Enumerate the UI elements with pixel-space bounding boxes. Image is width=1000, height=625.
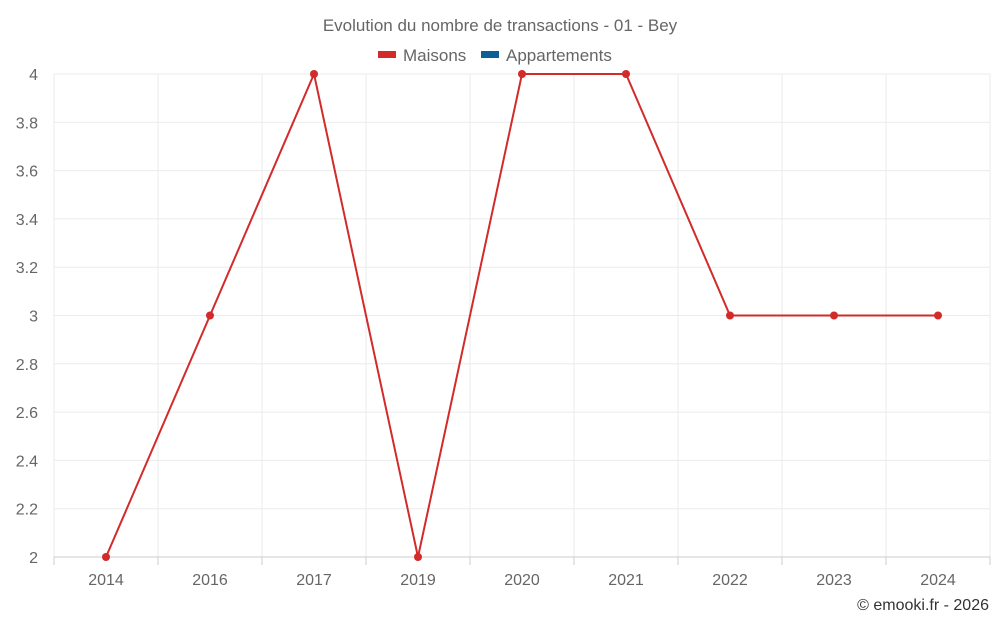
- x-tick-label: 2017: [296, 572, 332, 589]
- legend-label-appartements: Appartements: [506, 46, 612, 65]
- data-point[interactable]: [622, 70, 630, 78]
- y-tick-label: 3: [29, 309, 38, 326]
- data-point[interactable]: [518, 70, 526, 78]
- y-tick-label: 2.6: [16, 405, 38, 422]
- data-point[interactable]: [206, 311, 214, 320]
- legend: Maisons Appartements: [378, 46, 612, 65]
- credit-text: © emooki.fr - 2026: [857, 597, 989, 614]
- y-tick-label: 4: [29, 67, 38, 84]
- y-tick-label: 3.6: [16, 164, 38, 181]
- data-point[interactable]: [726, 311, 734, 320]
- legend-label-maisons: Maisons: [403, 46, 466, 65]
- chart-title: Evolution du nombre de transactions - 01…: [323, 16, 678, 35]
- x-tick-label: 2020: [504, 572, 540, 589]
- data-point[interactable]: [934, 311, 942, 320]
- x-tick-label: 2022: [712, 572, 748, 589]
- y-tick-label: 3.2: [16, 260, 38, 277]
- x-tick-label: 2021: [608, 572, 644, 589]
- y-tick-label: 3.8: [16, 115, 38, 132]
- legend-item-maisons[interactable]: Maisons: [378, 46, 466, 65]
- legend-swatch-maisons: [378, 51, 396, 58]
- data-point[interactable]: [102, 553, 110, 561]
- x-tick-label: 2023: [816, 572, 852, 589]
- x-tick-label: 2019: [400, 572, 436, 589]
- y-tick-label: 2.4: [16, 453, 38, 470]
- series-maisons: [102, 70, 942, 561]
- x-tick-label: 2016: [192, 572, 228, 589]
- x-tick-label: 2024: [920, 572, 956, 589]
- x-tick-label: 2014: [88, 572, 124, 589]
- y-tick-label: 2.8: [16, 357, 38, 374]
- y-tick-label: 2.2: [16, 502, 38, 519]
- legend-item-appartements[interactable]: Appartements: [481, 46, 612, 65]
- data-point[interactable]: [414, 553, 422, 561]
- y-tick-label: 2: [29, 550, 38, 567]
- data-point[interactable]: [310, 70, 318, 78]
- y-tick-label: 3.4: [16, 212, 38, 229]
- data-point[interactable]: [830, 311, 838, 320]
- legend-swatch-appartements: [481, 51, 499, 58]
- x-axis: 2014 2016 2017 2019 2020 2021 2022 2023 2024: [53, 556, 991, 589]
- y-axis: 2 2.2 2.4 2.6 2.8 3 3.2 3.4 3.6 3.8 4: [16, 67, 38, 567]
